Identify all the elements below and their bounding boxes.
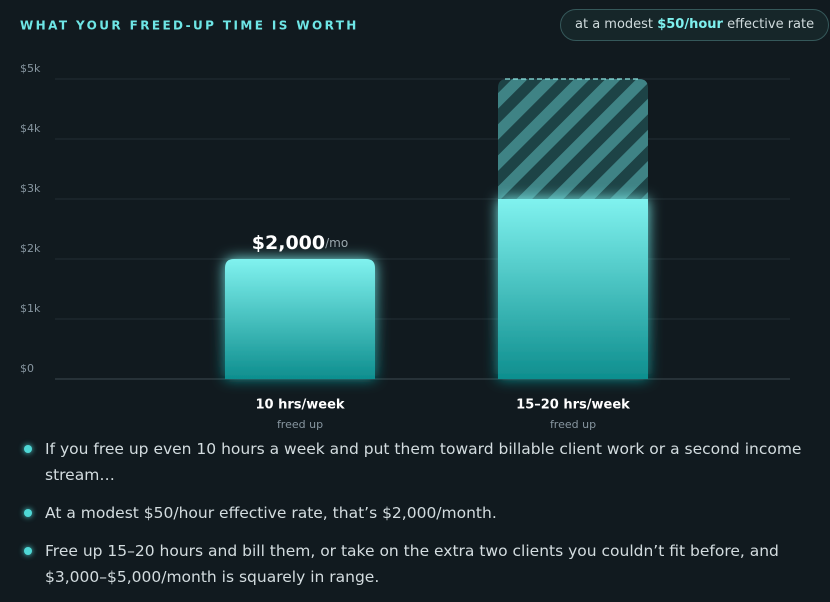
rate-badge: at a modest $50/hour effective rate xyxy=(560,9,830,41)
note: At a modest $50/hour effective rate, tha… xyxy=(22,500,812,526)
note: Free up 15–20 hours and bill them, or ta… xyxy=(22,538,812,590)
y-tick-label: $1k xyxy=(20,302,41,315)
chart: WHAT YOUR FREED-UP TIME IS WORTH $0 $1k $2… xyxy=(20,19,790,430)
value-label-amount: $2,000 xyxy=(252,232,325,254)
x-tick-label: 10 hrs/week xyxy=(255,398,344,413)
chart-title: WHAT YOUR FREED-UP TIME IS WORTH xyxy=(20,19,359,33)
x-tick-sublabel: freed up xyxy=(277,418,323,430)
y-tick-label: $3k xyxy=(20,182,41,195)
bar xyxy=(498,199,648,379)
bar xyxy=(225,259,375,379)
y-tick-label: $4k xyxy=(20,122,41,135)
y-tick-label: $0 xyxy=(20,362,34,375)
note: If you free up even 10 hours a week and … xyxy=(22,436,812,488)
x-tick-sublabel: freed up xyxy=(550,418,596,430)
x-tick-label: 15–20 hrs/week xyxy=(516,398,630,413)
y-tick-label: $2k xyxy=(20,242,41,255)
range-bar xyxy=(498,79,648,199)
notes-list: If you free up even 10 hours a week and … xyxy=(22,436,812,602)
value-label-unit: /mo xyxy=(325,236,348,250)
badge-text: effective rate xyxy=(727,17,815,32)
y-tick-label: $5k xyxy=(20,62,41,75)
value-label: $2,000/mo xyxy=(252,232,348,254)
badge-text: at a modest xyxy=(575,17,654,32)
badge-highlight: $50/hour xyxy=(657,17,723,32)
